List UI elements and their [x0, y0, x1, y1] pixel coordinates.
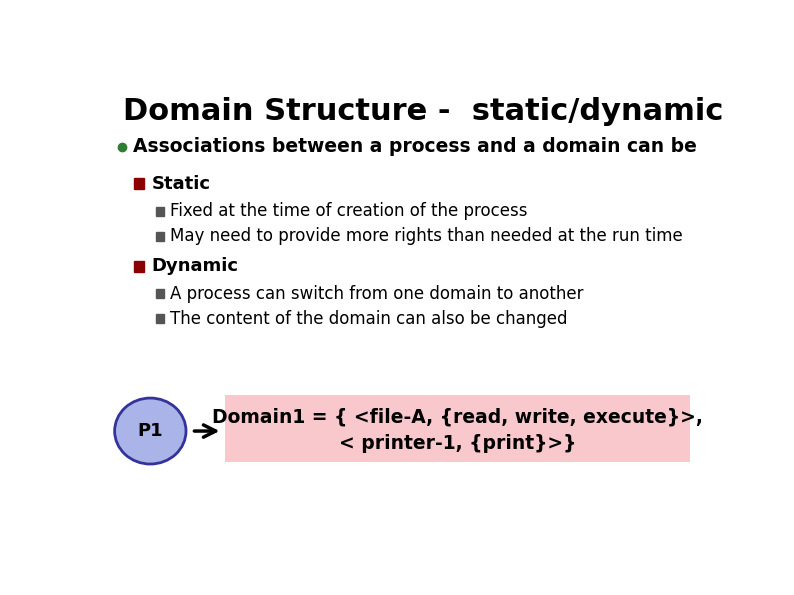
- FancyBboxPatch shape: [134, 261, 145, 271]
- Text: Dynamic: Dynamic: [152, 257, 238, 275]
- Text: Domain1 = { <file-A, {read, write, execute}>,: Domain1 = { <file-A, {read, write, execu…: [212, 408, 703, 427]
- Text: Domain Structure -  static/dynamic: Domain Structure - static/dynamic: [122, 96, 723, 126]
- FancyBboxPatch shape: [134, 178, 145, 189]
- Text: The content of the domain can also be changed: The content of the domain can also be ch…: [170, 310, 568, 328]
- FancyBboxPatch shape: [225, 395, 690, 462]
- Text: A process can switch from one domain to another: A process can switch from one domain to …: [170, 284, 584, 303]
- Text: Fixed at the time of creation of the process: Fixed at the time of creation of the pro…: [170, 202, 527, 220]
- FancyBboxPatch shape: [156, 289, 164, 298]
- Text: Associations between a process and a domain can be: Associations between a process and a dom…: [133, 137, 697, 156]
- Text: P1: P1: [137, 422, 163, 440]
- Ellipse shape: [114, 398, 186, 464]
- Text: Static: Static: [152, 175, 210, 193]
- Text: May need to provide more rights than needed at the run time: May need to provide more rights than nee…: [170, 227, 683, 245]
- FancyBboxPatch shape: [156, 314, 164, 324]
- FancyBboxPatch shape: [156, 206, 164, 216]
- FancyBboxPatch shape: [156, 231, 164, 241]
- Text: < printer-1, {print}>}: < printer-1, {print}>}: [339, 434, 576, 453]
